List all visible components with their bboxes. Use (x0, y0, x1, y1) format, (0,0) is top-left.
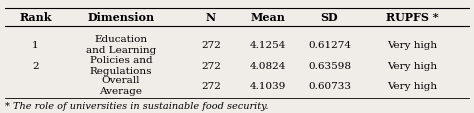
Text: Overall
Average: Overall Average (100, 75, 142, 95)
Text: Dimension: Dimension (87, 12, 155, 23)
Text: 4.1039: 4.1039 (250, 81, 286, 90)
Text: Policies and
Regulations: Policies and Regulations (90, 56, 152, 75)
Text: 4.0824: 4.0824 (250, 61, 286, 70)
Text: Very high: Very high (387, 40, 438, 49)
Text: Mean: Mean (250, 12, 285, 23)
Text: Rank: Rank (19, 12, 52, 23)
Text: 272: 272 (201, 81, 221, 90)
Text: N: N (206, 12, 216, 23)
Text: Very high: Very high (387, 81, 438, 90)
Text: RUPFS *: RUPFS * (386, 12, 439, 23)
Text: 272: 272 (201, 40, 221, 49)
Text: Education
and Learning: Education and Learning (86, 35, 156, 55)
Text: 4.1254: 4.1254 (250, 40, 286, 49)
Text: 0.61274: 0.61274 (308, 40, 351, 49)
Text: 0.60733: 0.60733 (308, 81, 351, 90)
Text: * The role of universities in sustainable food security.: * The role of universities in sustainabl… (5, 101, 268, 109)
Text: Very high: Very high (387, 61, 438, 70)
Text: SD: SD (320, 12, 338, 23)
Text: 2: 2 (32, 61, 39, 70)
Text: 0.63598: 0.63598 (308, 61, 351, 70)
Text: 272: 272 (201, 61, 221, 70)
Text: 1: 1 (32, 40, 39, 49)
